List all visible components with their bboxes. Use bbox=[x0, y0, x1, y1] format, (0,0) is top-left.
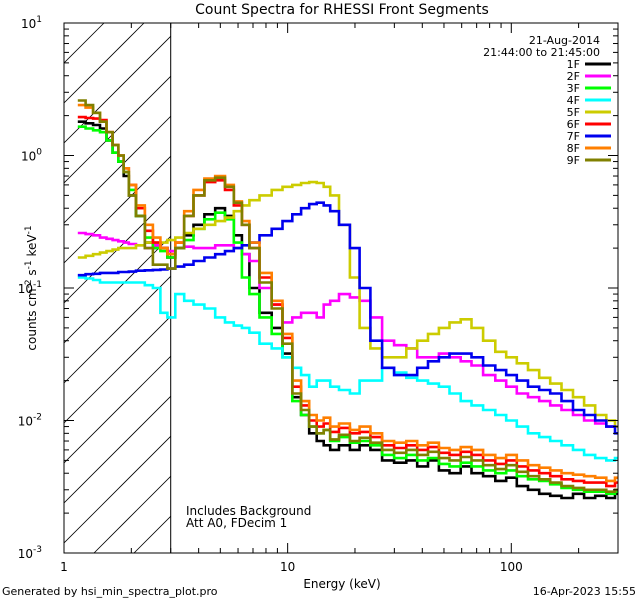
y-tick-label: 10-1 bbox=[18, 280, 42, 296]
hatch-line bbox=[64, 316, 171, 424]
series-7F bbox=[77, 201, 618, 435]
bottom-note-attenuator: Att A0, FDecim 1 bbox=[186, 516, 287, 530]
hatch-line bbox=[64, 23, 145, 104]
series-4F bbox=[77, 276, 618, 462]
y-axis-label-base: counts cm bbox=[25, 288, 39, 350]
y-tick-label: 100 bbox=[21, 148, 42, 164]
hatch-line bbox=[133, 516, 171, 553]
legend-label: 6F bbox=[567, 118, 580, 131]
legend-label: 5F bbox=[567, 106, 580, 119]
series-8F bbox=[77, 103, 618, 483]
hatch-line bbox=[64, 236, 171, 344]
hatch-line bbox=[64, 23, 105, 64]
legend-label: 4F bbox=[567, 94, 580, 107]
x-axis-label: Energy (keV) bbox=[303, 577, 380, 591]
y-axis-label-end: keV bbox=[25, 234, 39, 261]
x-tick-label: 100 bbox=[500, 560, 523, 574]
footer-timestamp: 16-Apr-2023 15:55 bbox=[533, 585, 636, 598]
hatch-line bbox=[93, 476, 171, 553]
y-axis-label-exp1: -2 bbox=[24, 279, 34, 288]
hatch-line bbox=[64, 436, 171, 544]
hatch-line bbox=[64, 116, 171, 224]
y-tick-label: 101 bbox=[21, 15, 42, 31]
legend-label: 2F bbox=[567, 70, 580, 83]
hatch-line bbox=[64, 356, 171, 464]
series-1F bbox=[77, 120, 618, 500]
hatch-line bbox=[64, 156, 171, 264]
x-tick-label: 10 bbox=[280, 560, 295, 574]
series-5F bbox=[77, 180, 618, 428]
hatch-line bbox=[64, 76, 171, 184]
annotation-date: 21-Aug-2014 bbox=[529, 34, 600, 47]
hatch-line bbox=[64, 36, 171, 144]
footer-generated-by: Generated by hsi_min_spectra_plot.pro bbox=[2, 585, 218, 598]
plot-frame bbox=[63, 22, 619, 554]
legend-label: 7F bbox=[567, 130, 580, 143]
annotation-time-range: 21:44:00 to 21:45:00 bbox=[483, 46, 600, 59]
y-tick-labels: 10-3 10-2 10-1 100 101 bbox=[18, 15, 43, 561]
legend-label: 8F bbox=[567, 142, 580, 155]
legend-label: 9F bbox=[567, 154, 580, 167]
excluded-energy-hatch bbox=[64, 23, 171, 553]
series-3F bbox=[77, 125, 618, 496]
y-axis-label: counts cm-2 s-1 keV-1 bbox=[24, 225, 39, 350]
series-9F bbox=[77, 99, 618, 493]
y-axis-label-exp3: -1 bbox=[24, 225, 34, 234]
y-axis-label-exp2: -1 bbox=[24, 260, 34, 269]
axis-ticks bbox=[63, 22, 619, 554]
hatch-line bbox=[64, 396, 171, 504]
x-tick-label: 1 bbox=[60, 560, 68, 574]
legend-label: 3F bbox=[567, 82, 580, 95]
bottom-note-background: Includes Background bbox=[186, 504, 311, 518]
hatch-line bbox=[64, 276, 171, 384]
legend-label: 1F bbox=[567, 58, 580, 71]
y-tick-label: 10-2 bbox=[18, 413, 42, 429]
spectra-series-group bbox=[77, 99, 618, 500]
series-6F bbox=[77, 115, 618, 488]
y-tick-label: 10-3 bbox=[18, 545, 42, 561]
series-2F bbox=[77, 231, 618, 428]
x-tick-labels: 1 10 100 bbox=[60, 560, 523, 574]
chart-title: Count Spectra for RHESSI Front Segments bbox=[195, 2, 489, 18]
y-axis-label-mid: s bbox=[25, 269, 39, 279]
